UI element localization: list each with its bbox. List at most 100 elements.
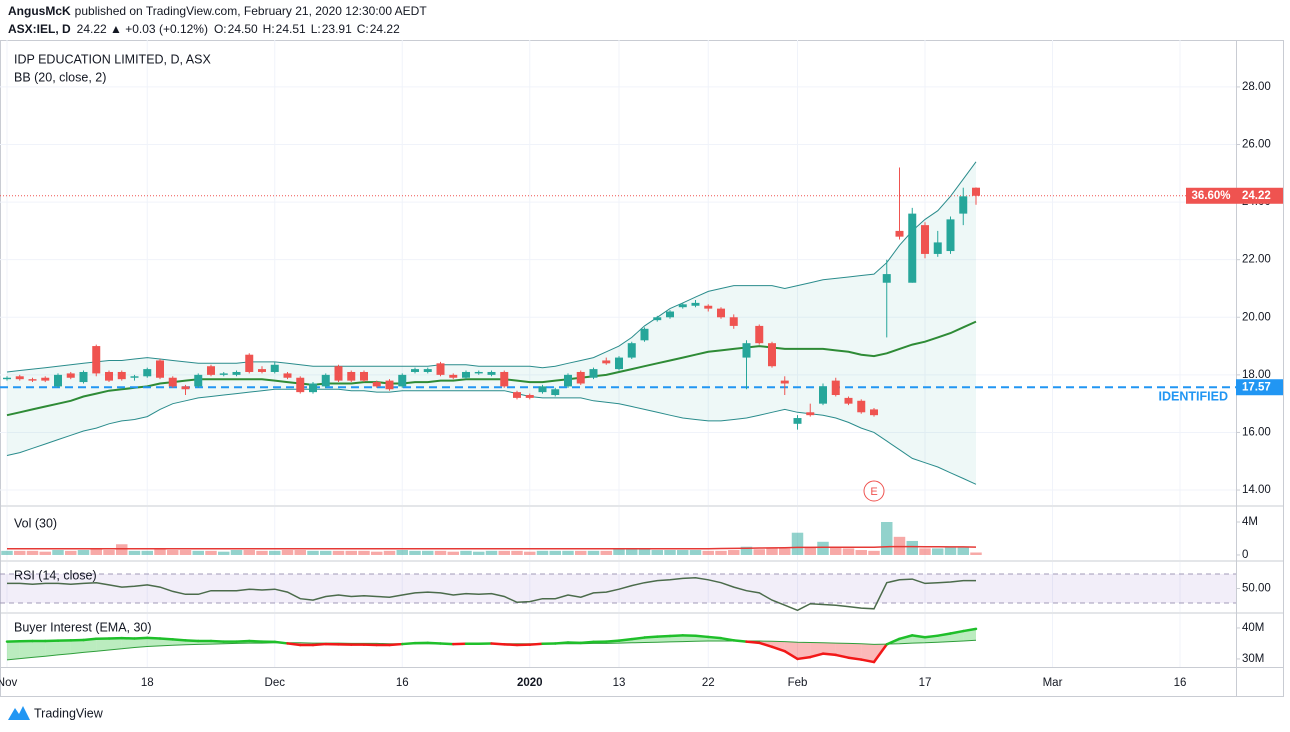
candle-body: [462, 371, 470, 378]
candle-body: [283, 373, 292, 378]
pane-0: E: [0, 161, 1236, 502]
candle-body: [704, 305, 713, 309]
ema-fill: [848, 643, 862, 660]
volume-bar: [957, 547, 969, 555]
candle-body: [895, 230, 904, 237]
header-text: 24.22 ▲ +0.03 (+0.12%): [77, 22, 208, 36]
candle-body: [538, 386, 547, 393]
pane-1: [1, 522, 982, 555]
grid: [0, 40, 1236, 667]
volume-bar: [205, 550, 217, 555]
header-text: O:: [214, 22, 227, 36]
candle-body: [666, 311, 674, 318]
volume-bar: [383, 550, 396, 555]
candle-body: [334, 366, 343, 381]
volume-bar: [26, 550, 39, 555]
candle-body: [908, 213, 917, 283]
ema-fast-segment: [133, 636, 149, 640]
candle-body: [653, 317, 662, 321]
volume-bar: [817, 541, 829, 555]
candle-body: [347, 371, 356, 381]
candle-body: [219, 373, 228, 375]
candle-body: [232, 371, 241, 375]
x-tick-label: Feb: [788, 677, 808, 689]
ema-fill: [861, 643, 874, 663]
candle-body: [66, 373, 75, 378]
band-fill: [7, 161, 976, 485]
volume-bar: [791, 532, 804, 555]
ema-fill: [963, 628, 976, 641]
ema-fill: [7, 641, 20, 660]
candle-body: [309, 383, 317, 393]
ema-fast-segment: [732, 639, 748, 643]
y-tick-label: 50.00: [1242, 583, 1271, 595]
volume-bar: [868, 550, 880, 555]
ema-fill: [797, 642, 811, 659]
volume-bar: [498, 550, 510, 555]
candle-body: [729, 317, 738, 326]
volume-bar: [677, 550, 689, 555]
frame: [0, 40, 1284, 697]
ema-fast-segment: [770, 645, 786, 653]
ema-fast-segment: [643, 635, 659, 639]
candle-body: [564, 374, 572, 387]
ema-fast-segment: [694, 634, 710, 639]
volume-bar: [664, 550, 676, 555]
volume-bar: [243, 550, 255, 555]
volume-bar: [970, 552, 982, 555]
ema-fast-segment: [783, 649, 799, 661]
volume-bar: [269, 550, 281, 555]
bb-lower: [6, 388, 977, 485]
y-tick-label: 0: [1242, 549, 1248, 561]
ema-fill: [83, 638, 97, 653]
candle-body: [602, 360, 611, 364]
ema-fill: [109, 638, 122, 650]
volume-bar: [715, 550, 727, 555]
pane-title: Vol (30): [14, 516, 57, 530]
candle-body: [959, 196, 968, 214]
volume-bar: [179, 550, 192, 555]
y-tick-label: 18.00: [1242, 369, 1271, 381]
volume-bar: [740, 546, 753, 555]
volume-bar: [14, 550, 26, 555]
header-text: AngusMcK: [8, 4, 71, 18]
y-tick-label: 20.00: [1242, 311, 1271, 323]
header-text: H:: [263, 22, 275, 36]
volume-bar: [154, 549, 166, 555]
volume-bar: [753, 549, 765, 555]
volume-bar: [944, 547, 957, 555]
x-tick-label: Mar: [1043, 677, 1063, 689]
candle-body: [831, 380, 840, 396]
level-price-box: [1236, 187, 1283, 204]
y-tick-label: 22.00: [1242, 254, 1271, 266]
candle-body: [691, 302, 700, 306]
ema-fill: [772, 641, 785, 652]
volume-bar: [932, 548, 944, 555]
candle-body: [296, 377, 305, 393]
volume-bar: [600, 550, 612, 555]
volume-bar: [473, 551, 485, 555]
candle-body: [194, 374, 203, 387]
volume-bar: [434, 550, 447, 555]
candle-body: [615, 357, 623, 370]
candle-body: [500, 371, 509, 387]
volume-bar: [881, 522, 893, 555]
pane-2: [0, 573, 1236, 612]
volume-bar: [575, 550, 587, 555]
ema-fill: [835, 643, 849, 658]
volume-bar: [116, 544, 128, 555]
candle-body: [372, 382, 381, 387]
ema-fill: [682, 635, 696, 642]
candle-body: [28, 379, 37, 381]
volume-bar: [460, 550, 472, 555]
volume-bar: [638, 548, 651, 555]
ema-fast-segment: [656, 634, 672, 638]
y-tick-label: 4M: [1242, 516, 1258, 528]
volume-bar: [320, 550, 332, 555]
ema-fast-segment: [630, 636, 646, 641]
volume-bar: [651, 550, 663, 555]
pane-3: [5, 627, 978, 664]
volume-bar: [65, 550, 77, 555]
volume-bar: [549, 550, 561, 555]
